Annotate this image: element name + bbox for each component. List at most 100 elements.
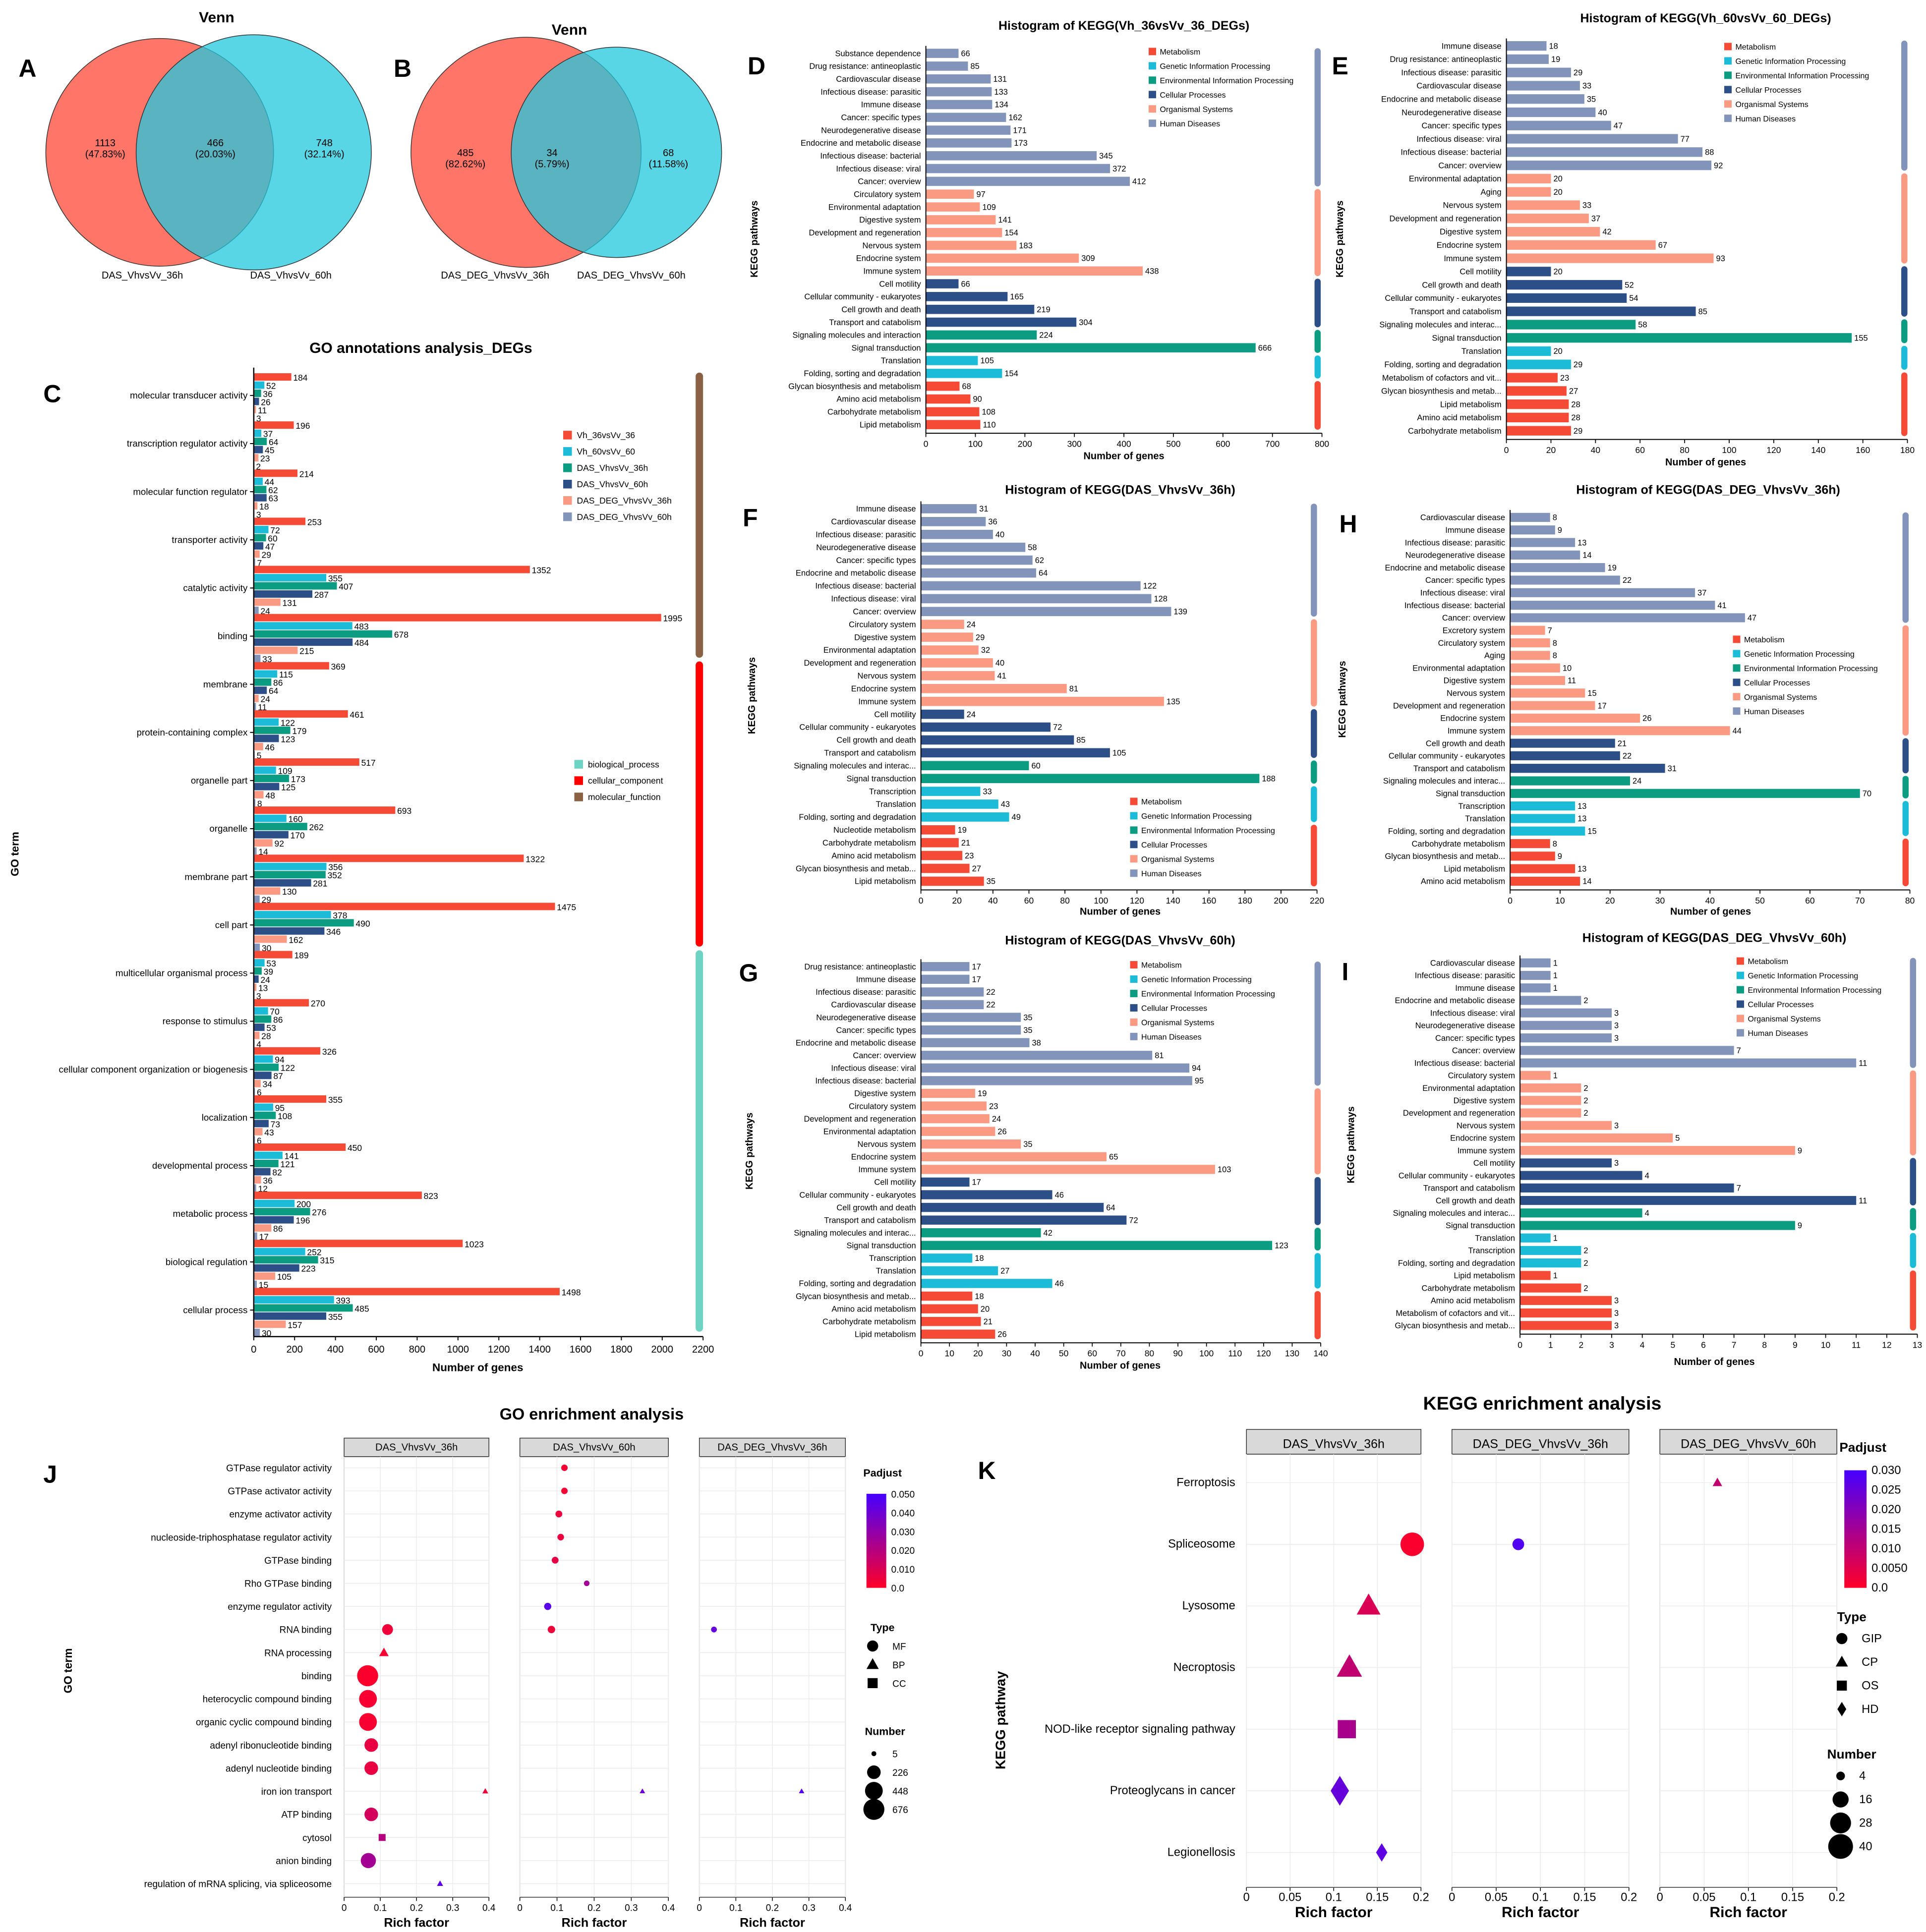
bar: [1506, 173, 1551, 184]
legend-label: Environmental Information Processing: [1141, 990, 1275, 999]
pathway-label: Transcription: [1459, 802, 1506, 811]
x-tick-label: 0: [517, 1903, 523, 1913]
bar-value-label: 70: [1863, 790, 1871, 798]
bar-value-label: 81: [1069, 684, 1078, 693]
bar-value-label: 8: [1553, 513, 1557, 522]
bar: [926, 407, 980, 417]
bar-value-label: 73: [271, 1119, 280, 1129]
legend-label: MF: [892, 1642, 906, 1652]
bar: [921, 1013, 1021, 1022]
x-axis-label: Number of genes: [1080, 906, 1161, 917]
pathway-label: Glycan biosynthesis and metab...: [1381, 387, 1502, 396]
point-triangle: [866, 1658, 879, 1669]
pathway-label: Cancer: specific types: [841, 114, 921, 122]
chart-title: KEGG enrichment analysis: [1423, 1393, 1662, 1414]
bar-DAS_DEG_VhvsVv_60h: [253, 943, 260, 951]
colorbar-tick-label: 0.025: [1871, 1483, 1901, 1496]
bar: [926, 304, 1035, 314]
legend-swatch: [1130, 812, 1138, 820]
bar-Vh_36vsVv_36: [253, 806, 396, 814]
x-tick-label: 3: [1609, 1340, 1614, 1350]
bar-value-label: 7: [1737, 1046, 1741, 1055]
x-tick-label: 0: [1517, 1340, 1522, 1350]
bar: [921, 1291, 973, 1301]
legend-swatch: [1130, 826, 1138, 834]
bar-Vh_60vsVv_60: [253, 1055, 273, 1063]
bar: [1506, 320, 1636, 330]
bar: [1510, 876, 1580, 886]
bar: [1520, 1096, 1581, 1105]
bar-value-label: 7: [257, 558, 262, 568]
pathway-label: Environmental adaptation: [823, 646, 916, 655]
bar-value-label: 13: [258, 983, 268, 993]
bar-value-label: 3: [1614, 1159, 1619, 1168]
facet-header: [699, 1437, 846, 1457]
bar-value-label: 14: [1582, 877, 1591, 886]
category-label: cell part: [215, 919, 248, 930]
bar: [1520, 1308, 1612, 1318]
x-axis-label: Number of genes: [432, 1362, 524, 1374]
pathway-label: Circulatory system: [1448, 1072, 1515, 1080]
bar: [1510, 713, 1640, 723]
bar-value-label: 122: [281, 1063, 295, 1073]
bar-value-label: 64: [269, 437, 279, 447]
pathway-label: Cardiovascular disease: [831, 1001, 916, 1010]
venn-circle-right: [135, 34, 372, 271]
bar-value-label: 40: [995, 659, 1004, 668]
legend-swatch: [563, 463, 572, 472]
bar: [926, 215, 996, 225]
point-triangle: [482, 1788, 488, 1794]
x-tick-label: 0.05: [1693, 1891, 1715, 1904]
bar-value-label: 276: [312, 1207, 326, 1217]
x-tick-label: 200: [1274, 896, 1288, 906]
pathway-label: Folding, sorting and degradation: [1384, 360, 1501, 369]
bar: [1520, 1283, 1581, 1293]
x-tick-label: 0: [697, 1903, 702, 1913]
bar-DAS_VhvsVv_60h: [253, 446, 263, 454]
legend-swatch: [1130, 855, 1138, 863]
x-tick-label: 0.15: [1781, 1891, 1804, 1904]
bar-value-label: 27: [972, 864, 981, 873]
bar-Vh_60vsVv_60: [253, 766, 276, 774]
term-label: enzyme regulator activity: [228, 1602, 332, 1612]
bar: [921, 709, 964, 719]
bar: [1520, 1233, 1551, 1243]
point-square: [1837, 1680, 1847, 1691]
pathway-label: Transport and catabolism: [1423, 1184, 1515, 1193]
x-tick-label: 120: [1130, 896, 1144, 906]
legend-swatch: [1736, 1029, 1744, 1037]
bar-value-label: 15: [259, 1280, 268, 1290]
pathway-label: Translation: [876, 1267, 916, 1276]
bar-value-label: 41: [997, 672, 1006, 681]
pathway-label: Nervous system: [1447, 689, 1505, 698]
bar: [1506, 373, 1558, 383]
pathway-label: Excretory system: [1443, 626, 1505, 635]
bar-Vh_36vsVv_36: [253, 517, 306, 525]
x-tick-label: 20: [1546, 445, 1556, 455]
legend-title: Number: [1827, 1747, 1876, 1762]
venn-count: 68: [663, 148, 674, 159]
legend-label: Human Diseases: [1141, 870, 1202, 878]
x-tick-label: 0.4: [662, 1903, 675, 1913]
legend-label: Environmental Information Processing: [1141, 827, 1275, 835]
bar-value-label: 70: [270, 1007, 280, 1017]
bar: [1510, 739, 1615, 748]
x-tick-label: 100: [968, 439, 983, 449]
bar-value-label: 309: [1081, 254, 1095, 263]
bar-value-label: 17: [972, 963, 981, 971]
class-strip: [1902, 512, 1909, 623]
x-tick-label: 0.2: [410, 1903, 423, 1913]
bar: [1506, 187, 1551, 197]
pathway-label: Carbohydrate metabolism: [1422, 1284, 1516, 1293]
bar-value-label: 133: [994, 88, 1007, 97]
y-axis-label: KEGG pathways: [1335, 200, 1345, 277]
pathway-label: Endocrine and metabolic disease: [796, 1038, 916, 1047]
bar-value-label: 105: [1112, 749, 1126, 758]
bar-DAS_VhvsVv_36h: [253, 1256, 318, 1264]
bar-value-label: 66: [961, 280, 970, 288]
pathway-label: Aging: [1480, 188, 1501, 197]
bar-value-label: 315: [320, 1255, 334, 1265]
bar-value-label: 3: [256, 991, 261, 1001]
bar-value-label: 378: [333, 910, 347, 920]
term-label: regulation of mRNA splicing, via spliceo…: [144, 1879, 332, 1890]
